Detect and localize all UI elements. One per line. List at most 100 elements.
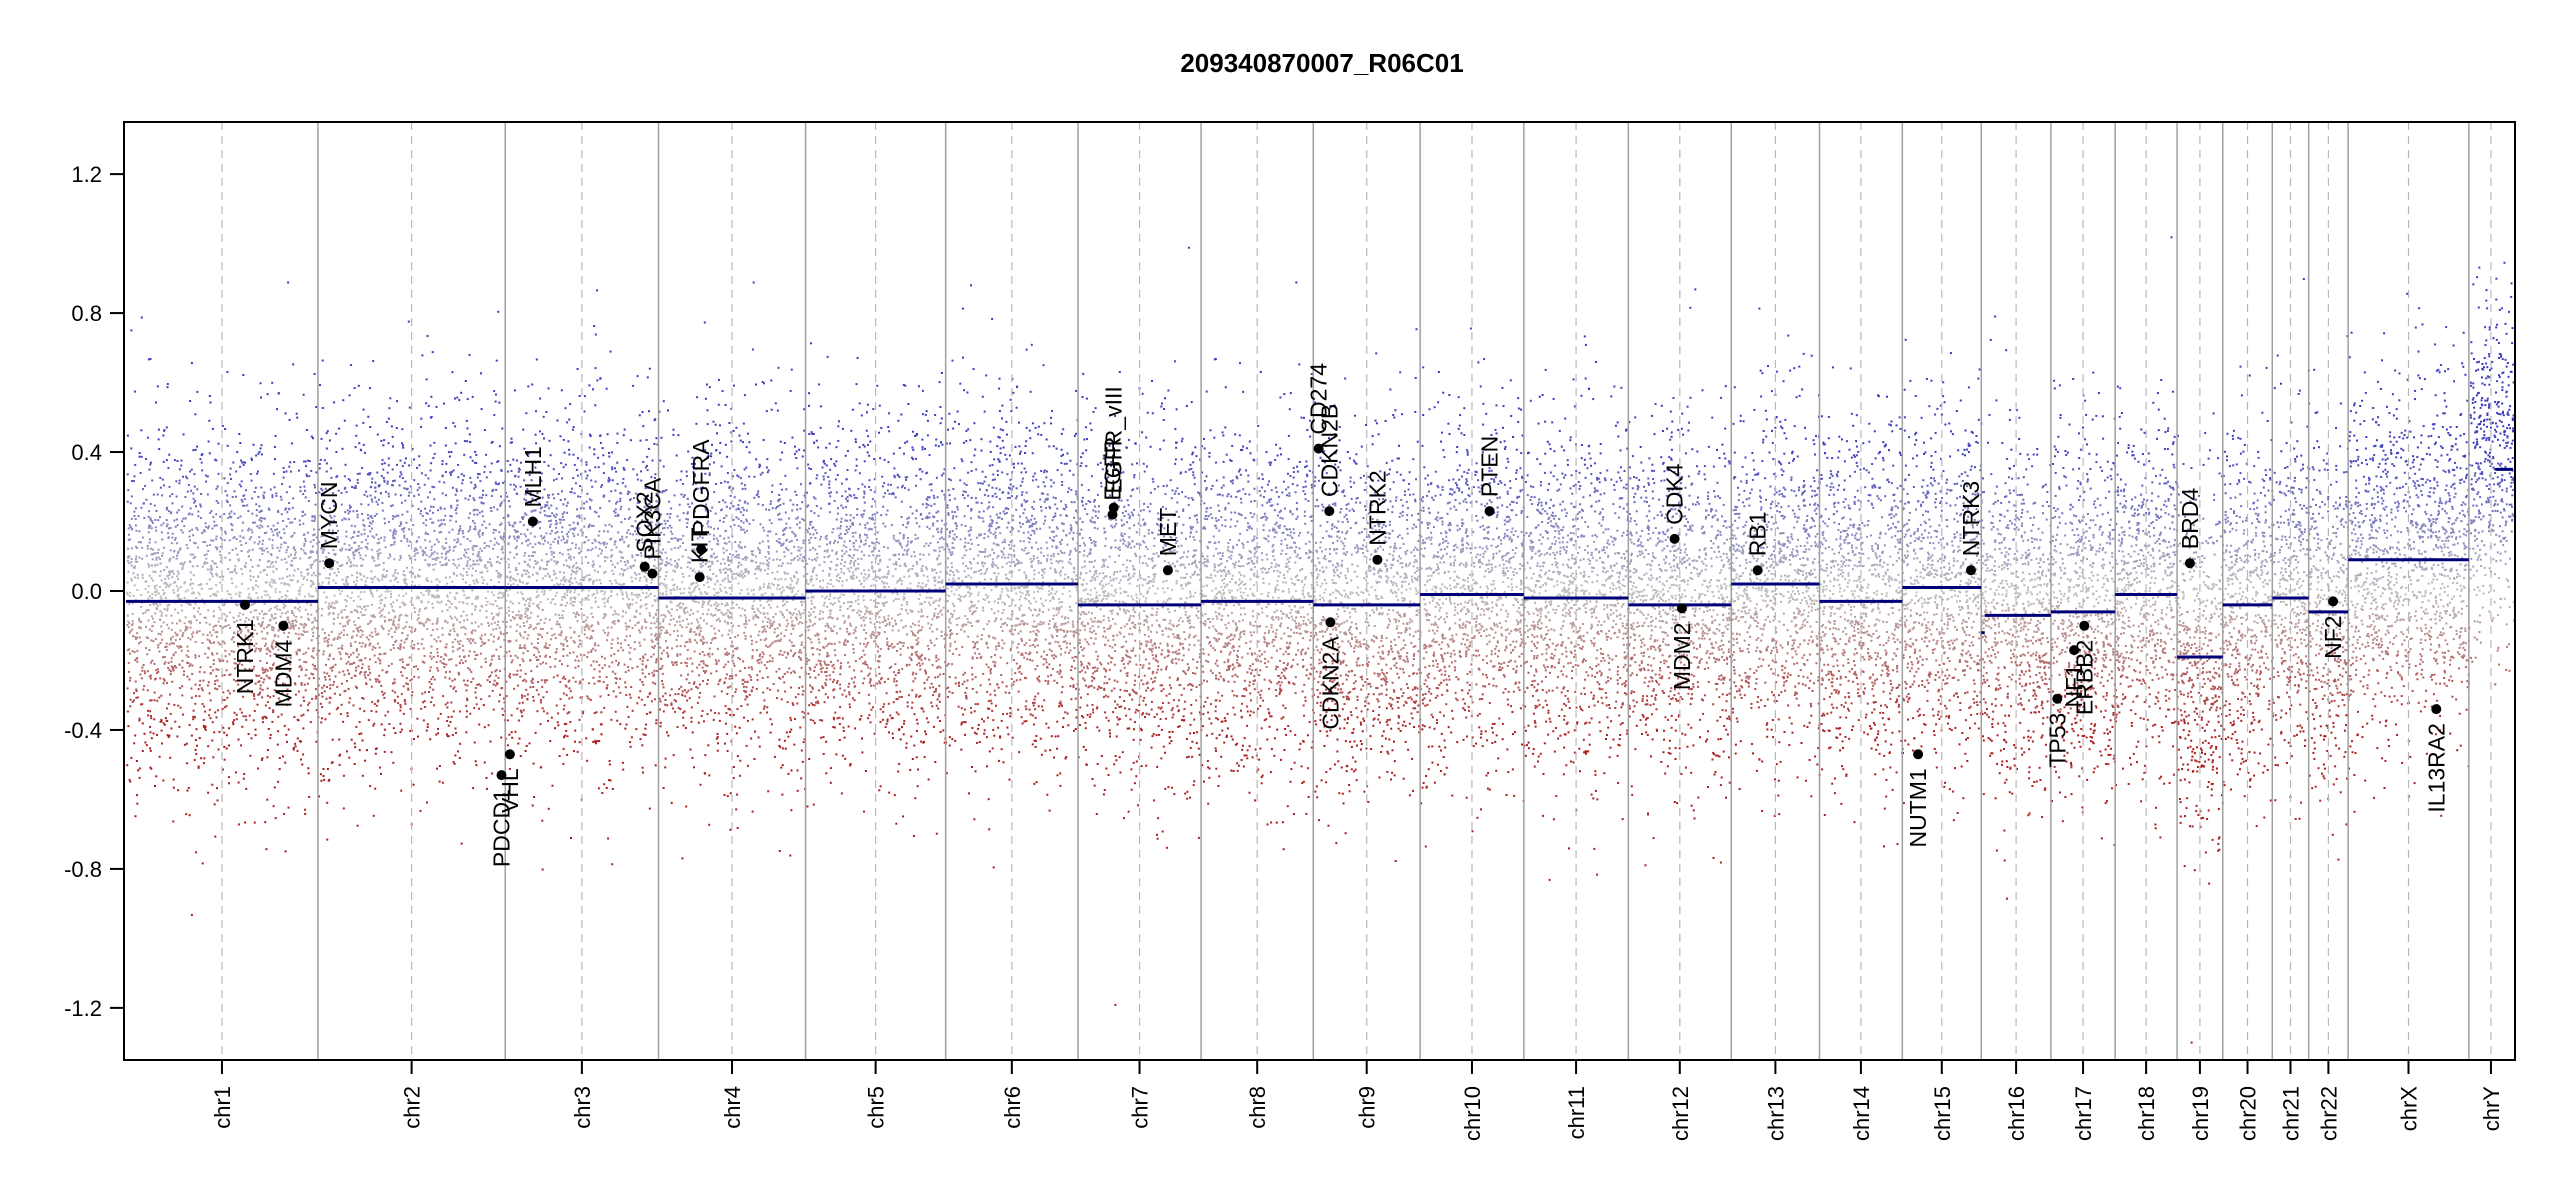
probe-point bbox=[266, 798, 269, 801]
probe-point bbox=[372, 724, 375, 727]
probe-point bbox=[605, 676, 608, 679]
probe-point bbox=[328, 529, 331, 532]
probe-point bbox=[381, 669, 384, 672]
probe-point bbox=[276, 522, 279, 525]
probe-point bbox=[177, 593, 180, 596]
probe-point bbox=[508, 505, 511, 508]
probe-point bbox=[602, 462, 605, 465]
probe-point bbox=[168, 669, 171, 672]
probe-point bbox=[627, 545, 630, 548]
probe-point bbox=[418, 584, 421, 587]
probe-point bbox=[387, 664, 390, 667]
probe-point bbox=[126, 649, 129, 652]
probe-point bbox=[525, 599, 528, 602]
probe-point bbox=[268, 538, 271, 541]
probe-point bbox=[162, 621, 165, 624]
probe-point bbox=[474, 528, 477, 531]
probe-point bbox=[244, 565, 246, 568]
probe-point bbox=[404, 614, 407, 617]
probe-point bbox=[561, 614, 564, 617]
probe-point bbox=[427, 477, 430, 480]
probe-point bbox=[163, 429, 166, 432]
probe-point bbox=[140, 621, 142, 623]
probe-point bbox=[239, 629, 242, 632]
probe-point bbox=[150, 527, 153, 530]
probe-point bbox=[391, 623, 394, 626]
probe-point bbox=[470, 481, 473, 484]
probe-point bbox=[593, 510, 596, 513]
probe-point bbox=[151, 521, 154, 524]
probe-point bbox=[195, 527, 198, 529]
probe-point bbox=[335, 451, 338, 453]
probe-point bbox=[264, 704, 267, 707]
probe-point bbox=[368, 472, 371, 475]
probe-point bbox=[385, 671, 388, 674]
probe-point bbox=[413, 665, 415, 668]
probe-point bbox=[328, 778, 331, 781]
probe-point bbox=[203, 561, 206, 564]
probe-point bbox=[501, 596, 504, 599]
probe-point bbox=[460, 557, 463, 560]
probe-point bbox=[329, 684, 332, 687]
probe-point bbox=[287, 281, 290, 284]
probe-point bbox=[610, 451, 613, 454]
probe-point bbox=[194, 556, 197, 558]
probe-point bbox=[436, 621, 439, 624]
probe-point bbox=[238, 662, 241, 665]
probe-point bbox=[252, 603, 255, 606]
probe-point bbox=[194, 413, 197, 416]
probe-point bbox=[493, 390, 496, 393]
probe-point bbox=[271, 544, 274, 547]
probe-point bbox=[172, 668, 175, 671]
probe-point bbox=[252, 632, 255, 635]
probe-point bbox=[167, 536, 170, 539]
probe-point bbox=[233, 657, 236, 660]
probe-point bbox=[523, 554, 526, 557]
probe-point bbox=[435, 556, 438, 559]
probe-point bbox=[396, 572, 399, 575]
probe-point bbox=[420, 601, 423, 604]
probe-point bbox=[428, 590, 431, 593]
probe-point bbox=[438, 580, 441, 583]
probe-point bbox=[276, 532, 279, 535]
probe-point bbox=[222, 640, 225, 643]
probe-point bbox=[384, 596, 387, 599]
probe-point bbox=[371, 481, 373, 484]
probe-point bbox=[177, 509, 180, 512]
probe-point bbox=[189, 663, 192, 666]
probe-point bbox=[555, 478, 558, 481]
probe-point bbox=[325, 697, 328, 700]
probe-point bbox=[646, 376, 649, 379]
probe-point bbox=[501, 707, 504, 710]
probe-point bbox=[377, 579, 380, 582]
probe-point bbox=[451, 679, 454, 682]
probe-point bbox=[499, 504, 502, 507]
probe-point bbox=[216, 548, 219, 551]
probe-point bbox=[231, 571, 234, 573]
probe-point bbox=[523, 644, 526, 647]
probe-point bbox=[353, 609, 356, 612]
probe-point bbox=[135, 638, 137, 641]
probe-point bbox=[338, 671, 341, 674]
probe-point bbox=[458, 757, 461, 759]
probe-point bbox=[603, 556, 606, 559]
probe-point bbox=[506, 470, 509, 473]
probe-point bbox=[469, 441, 472, 443]
probe-point bbox=[215, 573, 218, 576]
probe-point bbox=[130, 329, 133, 332]
probe-point bbox=[578, 639, 581, 642]
probe-point bbox=[356, 513, 359, 516]
probe-point bbox=[404, 638, 407, 641]
probe-point bbox=[364, 608, 367, 611]
probe-point bbox=[414, 628, 417, 631]
probe-point bbox=[561, 617, 564, 619]
probe-point bbox=[150, 737, 153, 740]
probe-point bbox=[297, 675, 300, 678]
probe-point bbox=[287, 699, 290, 702]
probe-point bbox=[177, 595, 179, 598]
probe-point bbox=[127, 620, 130, 623]
probe-point bbox=[557, 724, 560, 727]
probe-point bbox=[493, 679, 496, 682]
probe-point bbox=[244, 566, 247, 569]
probe-point bbox=[578, 741, 581, 744]
